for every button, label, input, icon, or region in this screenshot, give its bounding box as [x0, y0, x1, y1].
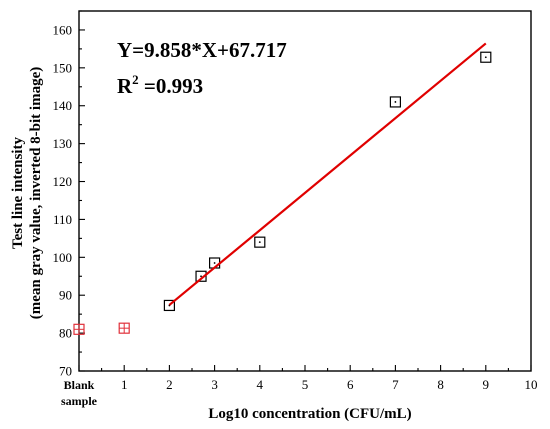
y-tick-label: 160: [53, 22, 73, 37]
point-marker-dot: [484, 56, 487, 59]
point-marker: [480, 51, 492, 63]
y-tick-label: 80: [59, 326, 72, 341]
y-tick-label: 100: [53, 250, 73, 265]
x-tick-label: 7: [392, 377, 399, 392]
y-tick-label: 150: [53, 60, 73, 75]
y-axis-title-line1: Test line intensity: [10, 137, 26, 249]
point-marker-dot: [258, 241, 261, 244]
x-tick-label: 1: [121, 377, 128, 392]
point-marker: [195, 270, 207, 282]
y-tick-label: 90: [59, 288, 72, 303]
x-tick-label: 10: [525, 377, 538, 392]
point-marker: [163, 299, 175, 312]
plot-area: Blank 1 2 3 4 5 6 7 8 9 10 sample 70 80 90 100 110 120 130…: [53, 10, 538, 408]
equation-annotation: Y=9.858*X+67.717: [117, 38, 287, 62]
y-axis-title-line2: (mean gray value, inverted 8-bit image): [28, 67, 44, 319]
point-marker-dot: [213, 262, 216, 264]
x-tick-label-blank-line2: sample: [61, 394, 98, 408]
data-point: [195, 270, 207, 282]
data-point: [254, 236, 266, 248]
x-tick-label: 2: [166, 377, 173, 392]
x-tick-label: 4: [257, 377, 264, 392]
fit-line: [168, 42, 487, 306]
point-marker-dot: [394, 101, 397, 103]
blank-data-point: [73, 323, 85, 335]
point-marker: [389, 96, 401, 108]
y-tick-label: 130: [53, 136, 73, 151]
x-tick-label: 6: [347, 377, 354, 392]
point-marker-dot: [200, 275, 202, 278]
r-squared-annotation: R2 =0.993: [117, 72, 203, 98]
blank-data-point: [118, 322, 130, 334]
data-point: [389, 96, 401, 108]
y-tick-label: 70: [59, 364, 72, 379]
x-tick-label: Blank: [64, 378, 95, 392]
x-tick-label: 5: [302, 377, 309, 392]
x-tick-label: 8: [437, 377, 444, 392]
point-marker: [254, 236, 266, 248]
data-point: [480, 51, 492, 63]
x-tick-label: 3: [211, 377, 218, 392]
y-tick-label: 140: [53, 98, 73, 113]
plot-frame: [78, 10, 532, 372]
y-tick-label: 120: [53, 174, 73, 189]
x-tick-label: 9: [483, 377, 490, 392]
y-tick-label: 110: [53, 212, 72, 227]
x-axis-title: Log10 concentration (CFU/mL): [208, 406, 411, 422]
